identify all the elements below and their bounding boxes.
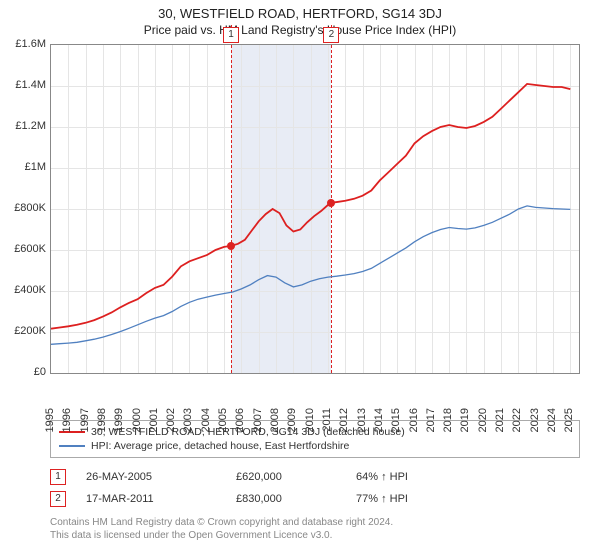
y-axis-label: £1M — [0, 161, 46, 173]
x-axis-label: 2010 — [304, 408, 316, 432]
y-axis-label: £0 — [0, 366, 46, 378]
sale-hpi: 77% ↑ HPI — [356, 493, 506, 505]
x-axis-label: 2013 — [356, 408, 368, 432]
x-axis-label: 2024 — [546, 408, 558, 432]
x-axis-label: 2020 — [477, 408, 489, 432]
x-axis-label: 1995 — [44, 408, 56, 432]
sale-price: £620,000 — [236, 471, 356, 483]
sale-row: 2 17-MAR-2011£830,00077% ↑ HPI — [50, 488, 580, 510]
y-axis-label: £1.2M — [0, 120, 46, 132]
marker-dot — [327, 199, 335, 207]
series-svg — [51, 45, 579, 373]
footer-line-2: This data is licensed under the Open Gov… — [50, 529, 580, 542]
y-axis-label: £600K — [0, 243, 46, 255]
legend-item: HPI: Average price, detached house, East… — [59, 439, 571, 453]
marker-label: 1 — [223, 27, 239, 43]
x-axis-label: 2023 — [529, 408, 541, 432]
sale-hpi: 64% ↑ HPI — [356, 471, 506, 483]
legend-label: HPI: Average price, detached house, East… — [91, 440, 349, 452]
series-line-hpi — [51, 206, 570, 344]
x-axis-label: 1999 — [113, 408, 125, 432]
x-axis-label: 2012 — [338, 408, 350, 432]
marker-label: 2 — [323, 27, 339, 43]
x-axis-label: 2017 — [425, 408, 437, 432]
x-axis-label: 2008 — [269, 408, 281, 432]
x-axis-label: 2005 — [217, 408, 229, 432]
x-axis-label: 2006 — [234, 408, 246, 432]
x-axis-label: 2016 — [408, 408, 420, 432]
y-axis-label: £800K — [0, 202, 46, 214]
y-axis-label: £1.6M — [0, 38, 46, 50]
x-axis-label: 2001 — [148, 408, 160, 432]
x-axis-label: 2019 — [459, 408, 471, 432]
x-axis-label: 1996 — [61, 408, 73, 432]
y-axis-label: £400K — [0, 284, 46, 296]
y-axis-label: £200K — [0, 325, 46, 337]
x-axis-label: 2015 — [390, 408, 402, 432]
x-axis-label: 1997 — [79, 408, 91, 432]
x-axis-label: 2022 — [511, 408, 523, 432]
sale-marker: 1 — [50, 469, 66, 485]
x-axis-label: 2011 — [321, 408, 333, 432]
sale-date: 17-MAR-2011 — [86, 493, 236, 505]
x-axis-label: 2025 — [563, 408, 575, 432]
x-axis-label: 2009 — [286, 408, 298, 432]
sale-date: 26-MAY-2005 — [86, 471, 236, 483]
chart-container: 30, WESTFIELD ROAD, HERTFORD, SG14 3DJ P… — [0, 0, 600, 560]
chart-subtitle: Price paid vs. HM Land Registry's House … — [0, 21, 600, 39]
y-axis-label: £1.4M — [0, 79, 46, 91]
sales-table: 1 26-MAY-2005£620,00064% ↑ HPI 2 17-MAR-201… — [50, 466, 580, 510]
x-axis-label: 2004 — [200, 408, 212, 432]
footer-text: Contains HM Land Registry data © Crown c… — [50, 516, 580, 542]
sale-price: £830,000 — [236, 493, 356, 505]
x-axis-label: 2002 — [165, 408, 177, 432]
plot-area: 12 — [50, 44, 580, 374]
x-axis-label: 2018 — [442, 408, 454, 432]
x-axis-label: 2000 — [131, 408, 143, 432]
sale-marker: 2 — [50, 491, 66, 507]
x-axis-label: 2007 — [252, 408, 264, 432]
x-axis-label: 1998 — [96, 408, 108, 432]
legend-swatch — [59, 445, 85, 447]
marker-dot — [227, 242, 235, 250]
x-axis-label: 2021 — [494, 408, 506, 432]
x-axis-label: 2014 — [373, 408, 385, 432]
series-line-property — [51, 84, 570, 329]
footer-line-1: Contains HM Land Registry data © Crown c… — [50, 516, 580, 529]
x-axis-label: 2003 — [182, 408, 194, 432]
chart-title: 30, WESTFIELD ROAD, HERTFORD, SG14 3DJ — [0, 0, 600, 21]
sale-row: 1 26-MAY-2005£620,00064% ↑ HPI — [50, 466, 580, 488]
